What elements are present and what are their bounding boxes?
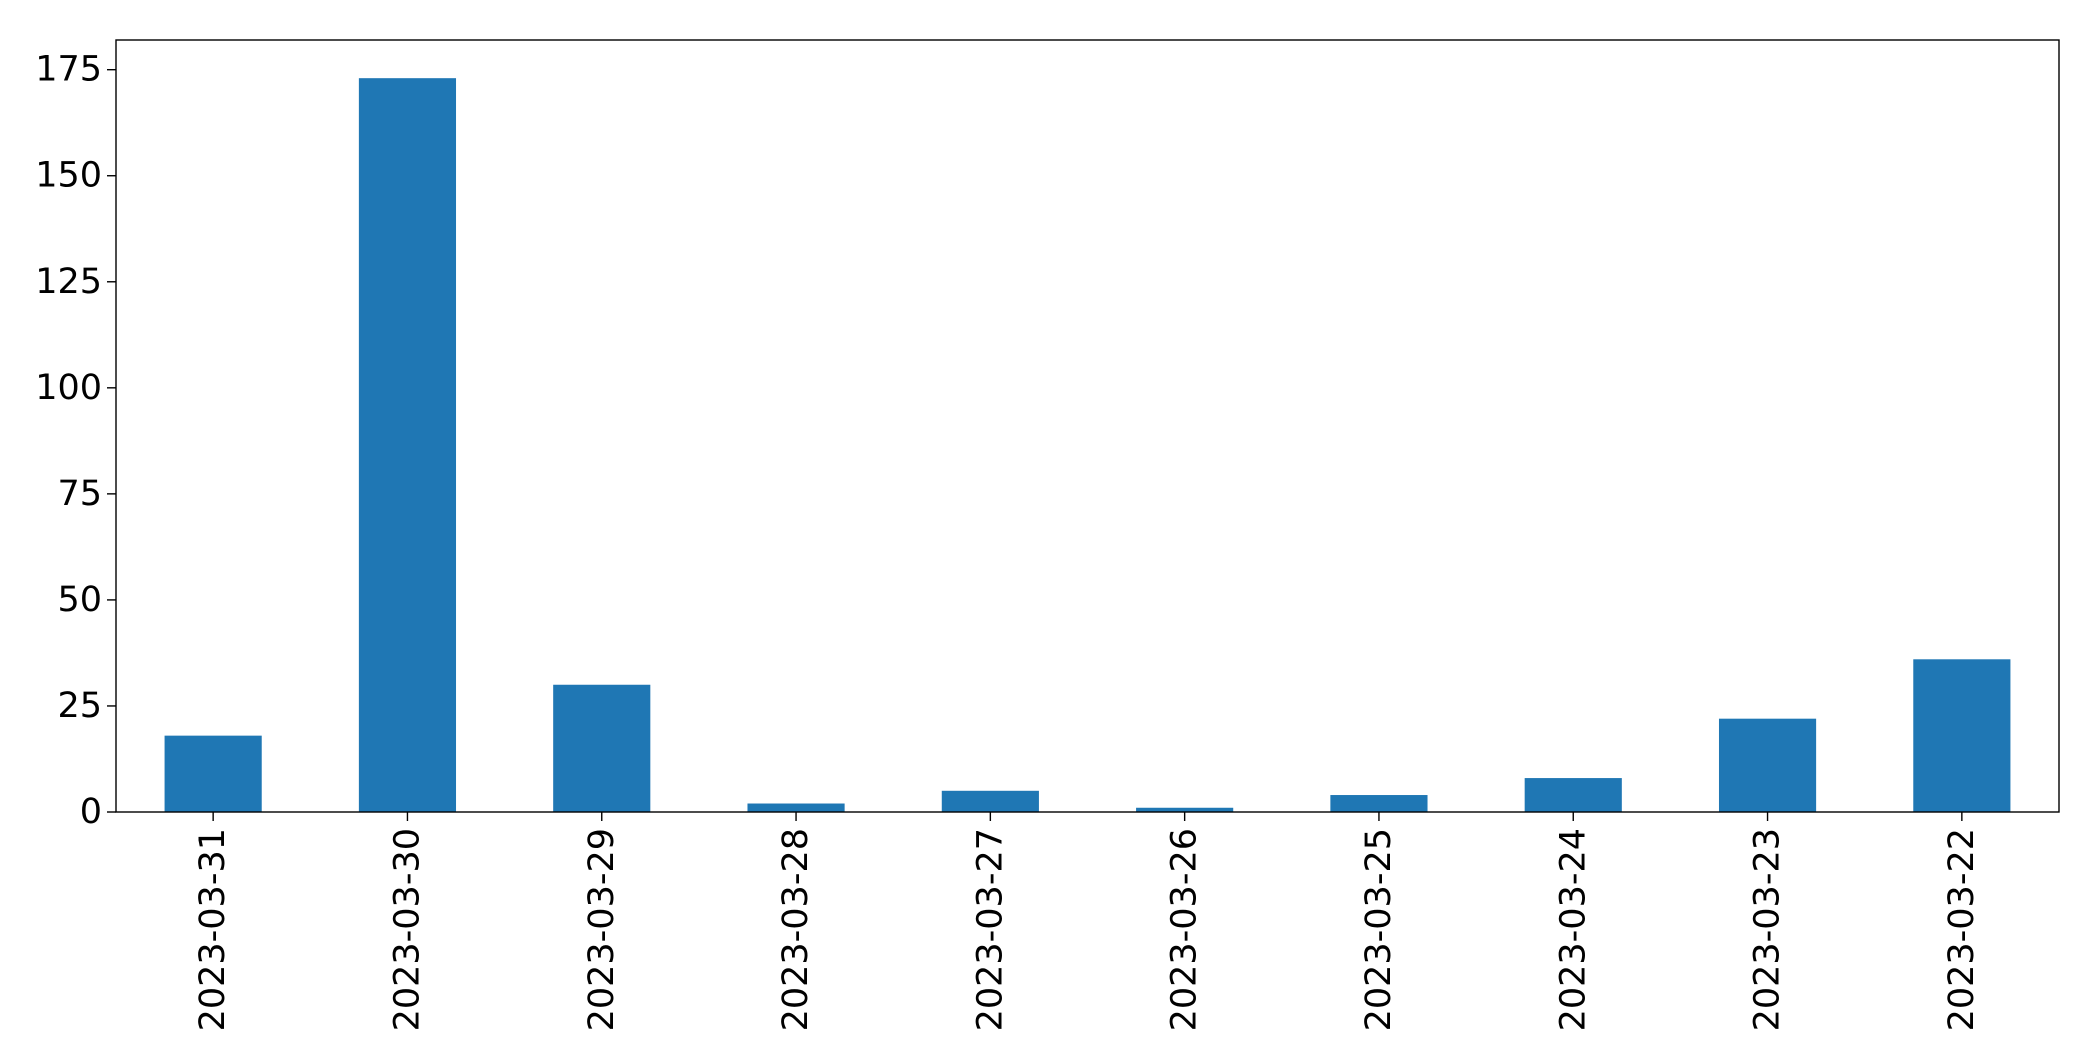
y-tick-label: 75 [57,474,102,514]
y-axis: 0 25 50 75 100 125 150 175 [35,50,116,832]
bar-2023-03-31 [164,735,262,812]
y-tick-label: 0 [80,792,102,832]
bar-2023-03-27 [941,790,1039,812]
x-tick-label: 2023-03-28 [776,828,816,1031]
bar-2023-03-29 [553,684,651,812]
y-tick-label: 25 [57,686,102,726]
y-tick-label: 175 [35,50,102,90]
y-tick-label: 150 [35,156,102,196]
x-tick-label: 2023-03-30 [387,828,427,1031]
x-tick-label: 2023-03-24 [1553,828,1593,1031]
x-tick-label: 2023-03-31 [193,828,233,1031]
x-tick-label: 2023-03-27 [970,828,1010,1031]
x-tick-label: 2023-03-25 [1359,828,1399,1031]
x-tick-label: 2023-03-22 [1942,828,1982,1031]
plot-frame [115,39,2060,813]
x-tick-label: 2023-03-23 [1748,828,1788,1031]
bars-layer [164,78,2011,812]
bar-2023-03-30 [358,78,457,812]
bar-2023-03-22 [1913,659,2011,812]
bar-2023-03-24 [1524,778,1622,812]
bar-2023-03-28 [747,803,845,812]
bar-2023-03-25 [1330,795,1428,812]
x-tick-label: 2023-03-26 [1165,828,1205,1031]
x-axis: 2023-03-31 2023-03-30 2023-03-29 2023-03-28… [193,812,1982,1031]
y-tick-label: 50 [57,580,102,620]
y-tick-label: 125 [35,262,102,302]
y-tick-label: 100 [35,368,102,408]
bar-2023-03-23 [1718,718,1817,812]
x-tick-label: 2023-03-29 [582,828,622,1031]
bar-2023-03-26 [1136,807,1234,812]
